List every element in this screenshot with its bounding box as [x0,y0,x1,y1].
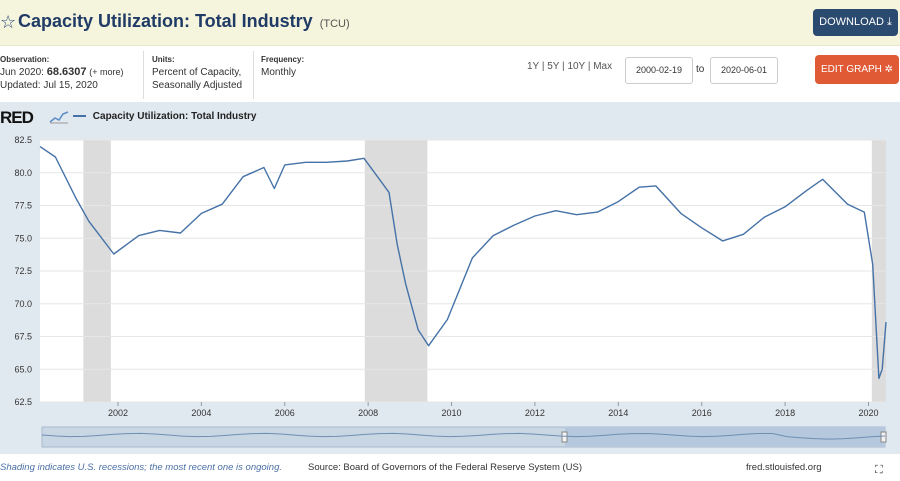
header-bar: ☆ Capacity Utilization: Total Industry (… [0,0,900,46]
legend-series-label: Capacity Utilization: Total Industry [92,111,257,122]
y-tick-label: 80.0 [14,168,32,178]
navigator-series [41,432,886,440]
x-tick-label: 2008 [358,408,378,418]
period-max[interactable]: Max [593,61,613,72]
y-tick-label: 77.5 [14,201,32,211]
units-line-1: Percent of Capacity, [152,67,242,78]
y-tick-label: 70.0 [14,299,32,309]
end-date-input[interactable]: 2020-06-01 [710,57,778,84]
observation-label: Observation: [0,55,50,64]
meta-divider [253,51,254,99]
fred-logo[interactable]: RED [0,108,34,127]
recession-note: Shading indicates U.S. recessions; the m… [0,462,282,473]
range-navigator[interactable] [41,426,887,448]
x-tick-label: 2012 [525,408,545,418]
y-tick-label: 75.0 [14,233,32,243]
updated-date: Updated: Jul 15, 2020 [0,80,98,91]
period-10y[interactable]: 10Y [567,61,586,72]
to-label: to [696,64,705,75]
edit-graph-label: EDIT GRAPH [820,64,882,75]
star-icon[interactable]: ☆ [0,12,17,32]
x-tick-label: 2010 [442,408,462,418]
page-title: Capacity Utilization: Total Industry (TC… [18,11,350,32]
navigator-right-handle[interactable] [880,431,887,443]
period-selector: 1Y | 5Y | 10Y | Max [527,61,613,72]
download-icon: ⤓ [886,16,892,28]
series-meta: Observation: Jun 2020: 68.6307 (+ more) … [0,47,900,102]
chart-legend: Capacity Utilization: Total Industry [73,111,257,122]
frequency-value: Monthly [261,67,297,78]
fullscreen-icon[interactable]: ⛶ [875,464,883,476]
navigator-selection[interactable] [565,427,885,447]
frequency-label: Frequency: [261,55,305,64]
download-button[interactable]: DOWNLOAD ⤓ [813,9,898,36]
y-tick-label: 65.0 [14,364,32,374]
chart-svg: 62.5 65.0 67.5 70.0 72.5 75.0 77.5 80.0 82.5 200… [14,135,887,448]
units-line-2: Seasonally Adjusted [152,80,243,91]
units-block: Units: Percent of Capacity, Seasonally A… [152,53,242,92]
start-date-input[interactable]: 2000-02-19 [625,57,693,84]
y-tick-label: 62.5 [14,397,32,407]
frequency-block: Frequency: Monthly [261,53,304,79]
period-5y[interactable]: 5Y [547,61,560,72]
gear-icon: ✲ [884,64,894,75]
x-tick-label: 2006 [275,408,295,418]
y-tick-label: 67.5 [14,332,32,342]
download-label: DOWNLOAD [819,16,884,28]
series-code: (TCU) [319,18,350,30]
units-label: Units: [152,55,175,64]
trend-logo-icon [49,111,69,124]
legend-swatch [73,115,86,118]
meta-divider [143,51,144,99]
y-tick-label: 82.5 [14,135,32,145]
x-tick-label: 2018 [775,408,795,418]
edit-graph-button[interactable]: EDIT GRAPH ✲ [815,55,899,84]
y-tick-label: 72.5 [14,266,32,276]
source-text: Source: Board of Governors of the Federa… [308,462,583,473]
x-tick-label: 2004 [191,408,211,418]
series-line [39,146,887,380]
navigator-left-handle[interactable] [561,431,568,443]
period-1y[interactable]: 1Y [527,61,540,72]
observation-value: 68.6307 [46,66,87,78]
footer: Shading indicates U.S. recessions; the m… [0,455,900,481]
observation-block: Observation: Jun 2020: 68.6307 (+ more) … [0,53,124,92]
x-tick-label: 2016 [692,408,712,418]
observation-period: Jun 2020: [0,67,44,78]
x-tick-label: 2020 [858,408,878,418]
x-tick-label: 2002 [108,408,128,418]
series-title: Capacity Utilization: Total Industry [18,11,313,31]
x-tick-label: 2014 [608,408,628,418]
observation-more-link[interactable]: (+ more) [89,67,124,77]
site-link[interactable]: fred.stlouisfed.org [746,462,822,473]
